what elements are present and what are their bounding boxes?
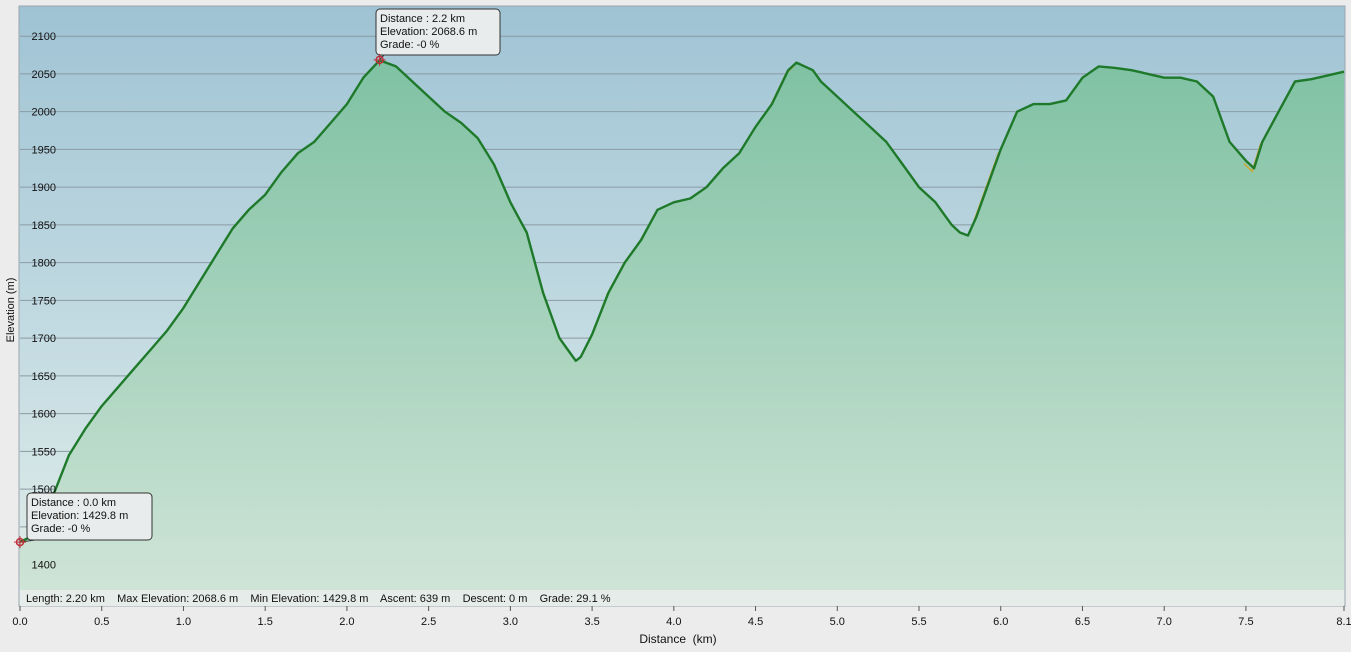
y-tick-label: 1650 xyxy=(32,371,56,383)
callout-text: Elevation: 1429.8 m xyxy=(31,510,128,522)
y-tick-label: 1900 xyxy=(32,182,56,194)
elevation-line xyxy=(19,59,1345,543)
stats-bar: Length: 2.20 km Max Elevation: 2068.6 m … xyxy=(26,593,611,605)
x-tick-label: 7.5 xyxy=(1238,616,1253,628)
stats-bar-background xyxy=(20,590,1344,606)
x-tick-label: 8.1 xyxy=(1336,616,1351,628)
x-tick-label: 4.5 xyxy=(748,616,763,628)
y-tick-label: 1550 xyxy=(32,446,56,458)
x-tick-label: 7.0 xyxy=(1157,616,1172,628)
y-tick-label: 2100 xyxy=(32,31,56,43)
x-tick-label: 1.0 xyxy=(176,616,191,628)
y-tick-label: 1950 xyxy=(32,144,56,156)
x-tick-label: 2.5 xyxy=(421,616,436,628)
callout-text: Distance : 0.0 km xyxy=(31,497,116,509)
callout-text: Grade: -0 % xyxy=(380,39,440,51)
y-tick-label: 1800 xyxy=(32,258,56,270)
y-tick-label: 1400 xyxy=(32,560,56,572)
y-tick-label: 2000 xyxy=(32,107,56,119)
elevation-area xyxy=(20,60,1344,592)
callout-box xyxy=(375,8,501,56)
y-tick-label: 1850 xyxy=(32,220,56,232)
y-tick-label: 1600 xyxy=(32,409,56,421)
x-tick-label: 0.5 xyxy=(94,616,109,628)
x-axis-label: Distance (km) xyxy=(639,632,716,646)
callout-text: Distance : 2.2 km xyxy=(380,13,465,25)
x-tick-label: 6.5 xyxy=(1075,616,1090,628)
x-tick-label: 0.0 xyxy=(12,616,27,628)
y-axis-ticks: 1400145015001550160016501700175018001850… xyxy=(32,31,56,571)
x-tick-label: 2.0 xyxy=(339,616,354,628)
y-tick-label: 1700 xyxy=(32,333,56,345)
callout-box xyxy=(26,492,153,541)
y-tick-label: 2050 xyxy=(32,69,56,81)
x-tick-label: 3.5 xyxy=(584,616,599,628)
x-tick-label: 1.5 xyxy=(258,616,273,628)
x-tick-label: 5.5 xyxy=(911,616,926,628)
x-tick-label: 6.0 xyxy=(993,616,1008,628)
x-tick-label: 5.0 xyxy=(830,616,845,628)
x-tick-label: 4.0 xyxy=(666,616,681,628)
x-tick-label: 3.0 xyxy=(503,616,518,628)
y-tick-label: 1750 xyxy=(32,295,56,307)
x-axis-ticks: 0.0 0.5 1.0 1.5 2.0 2.5 3.0 3.5 4.0 4.5 5.0 5.5 6.0 6… xyxy=(12,606,1351,628)
callout-text: Grade: -0 % xyxy=(31,523,91,535)
y-axis-label: Elevation (m) xyxy=(5,278,17,343)
callout-text: Elevation: 2068.6 m xyxy=(380,26,477,38)
